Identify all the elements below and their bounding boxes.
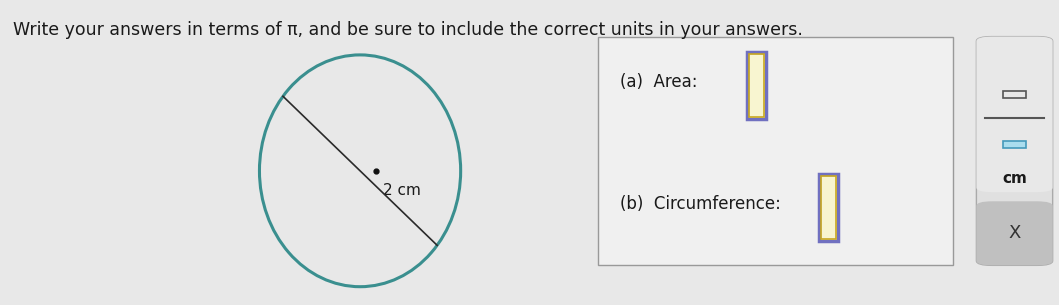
FancyBboxPatch shape	[747, 52, 766, 119]
FancyBboxPatch shape	[598, 37, 953, 265]
Text: (b)  Circumference:: (b) Circumference:	[620, 195, 780, 214]
FancyBboxPatch shape	[1003, 141, 1026, 148]
FancyBboxPatch shape	[976, 37, 1053, 192]
FancyBboxPatch shape	[819, 174, 838, 241]
FancyBboxPatch shape	[976, 37, 1053, 265]
FancyBboxPatch shape	[976, 201, 1053, 265]
Text: X: X	[1008, 224, 1021, 242]
Text: (a)  Area:: (a) Area:	[620, 73, 697, 92]
Text: 2 cm: 2 cm	[383, 183, 421, 198]
Text: Write your answers in terms of π, and be sure to include the correct units in yo: Write your answers in terms of π, and be…	[13, 21, 803, 39]
FancyBboxPatch shape	[1003, 92, 1026, 98]
Text: cm: cm	[1002, 171, 1027, 186]
